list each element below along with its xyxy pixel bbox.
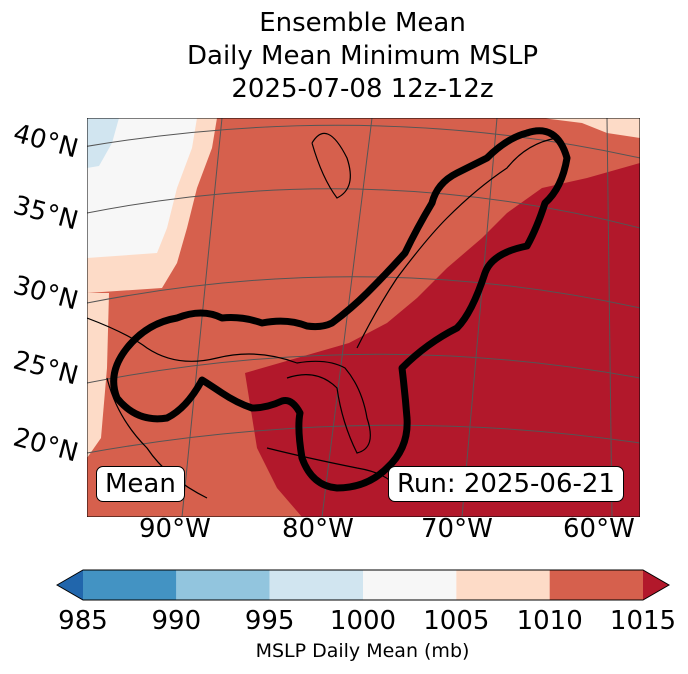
mslp-995-1000-field	[87, 118, 119, 168]
colorbar-tick-label: 1015	[609, 606, 677, 636]
map	[87, 118, 640, 517]
colorbar-tick-label: 1010	[516, 606, 583, 636]
colorbar-tick-label: 1000	[329, 606, 397, 636]
lat-label-40: 40°N	[10, 118, 82, 165]
colorbar	[55, 569, 671, 601]
lat-label-35: 35°N	[10, 190, 82, 237]
colorbar-tick-label: 985	[58, 606, 108, 636]
colorbar-bin-1010	[549, 570, 643, 600]
colorbar-tick-label: 990	[151, 606, 202, 636]
lat-label-30: 30°N	[10, 270, 82, 317]
title-line-3: 2025-07-08 12z-12z	[231, 74, 494, 104]
mean-label: Mean	[96, 466, 185, 502]
lon-label-90w: 90°W	[139, 514, 211, 544]
lat-label-20: 20°N	[10, 422, 82, 469]
colorbar-label: MSLP Daily Mean (mb)	[255, 640, 470, 662]
mslp-contour	[110, 127, 571, 492]
colorbar-bin-1000	[363, 570, 457, 600]
lat-label-25: 25°N	[10, 345, 82, 392]
colorbar-bin-990	[176, 570, 270, 600]
colorbar-bin-1005	[456, 570, 550, 600]
mslp-1000-1005-field	[87, 118, 197, 258]
mslp-1005-1010-field-south	[87, 293, 109, 458]
colorbar-under-extension	[57, 570, 83, 600]
lon-label-70w: 70°W	[421, 514, 493, 544]
colorbar-bin-995	[269, 570, 363, 600]
colorbar-tick-label: 1005	[423, 606, 490, 636]
lon-label-60w: 60°W	[563, 514, 635, 544]
title-line-2: Daily Mean Minimum MSLP	[186, 41, 538, 71]
run-date-label: Run: 2025-06-21	[388, 466, 624, 502]
colorbar-tick-label: 995	[244, 606, 295, 636]
graticule	[87, 118, 640, 517]
mslp-1005-1010-field-ne	[542, 118, 640, 138]
colorbar-bin-985	[83, 570, 177, 600]
title-line-1: Ensemble Mean	[259, 8, 466, 38]
colorbar-over-extension	[643, 570, 669, 600]
lon-label-80w: 80°W	[282, 514, 354, 544]
